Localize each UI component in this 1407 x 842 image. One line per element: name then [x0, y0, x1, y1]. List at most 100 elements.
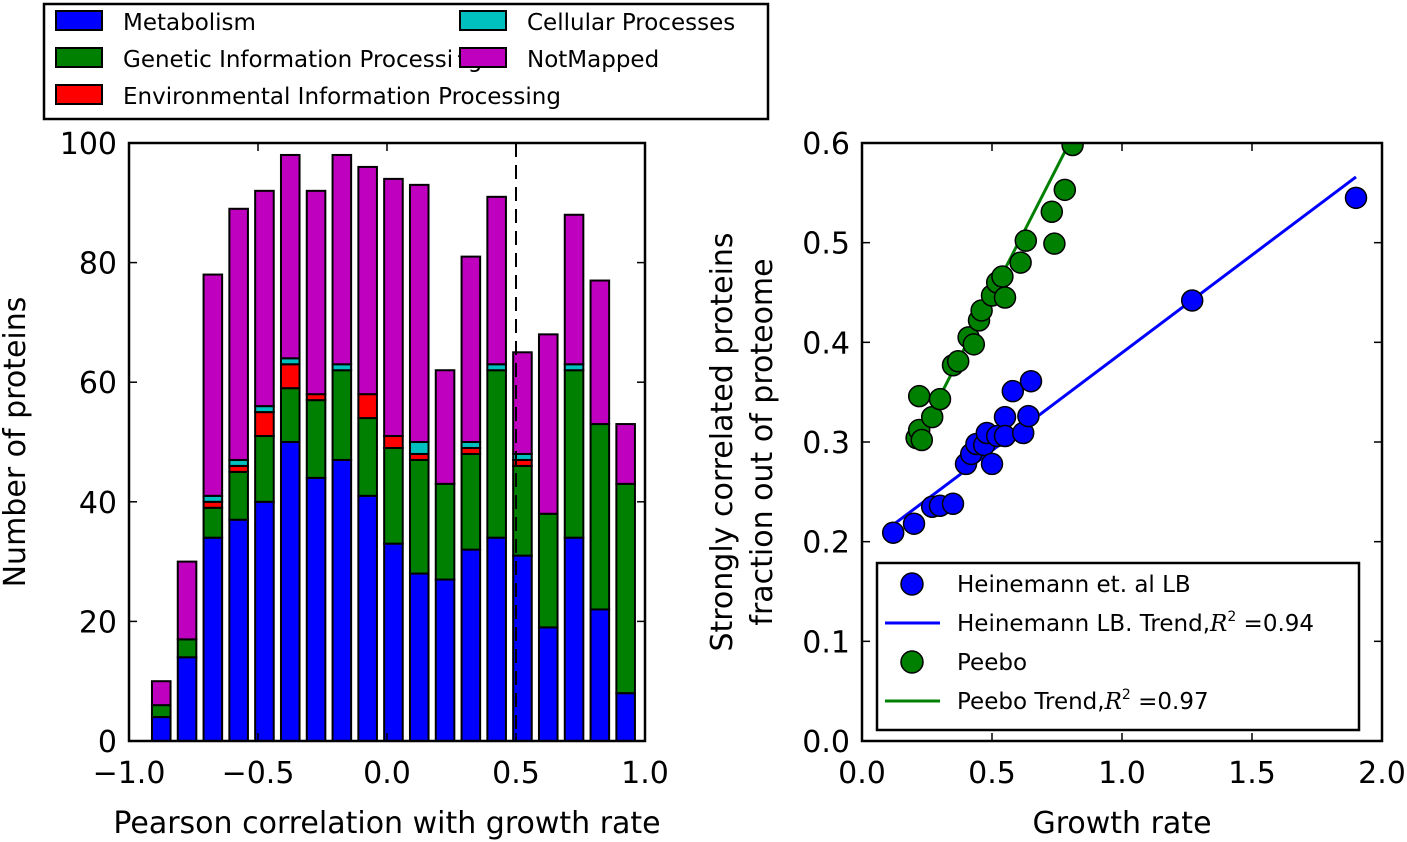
bar-segment	[460, 255, 482, 443]
bar-segment	[460, 452, 482, 551]
bar-segment	[408, 572, 430, 741]
scatter-point	[991, 265, 1014, 288]
legend-swatch	[459, 47, 507, 68]
scatter-points	[881, 143, 1368, 544]
bar-segment	[202, 273, 224, 497]
legend-label: Environmental Information Processing	[123, 84, 561, 110]
bar-segment	[305, 399, 327, 479]
bar-segment	[228, 470, 249, 521]
scatter-point	[1017, 404, 1040, 428]
histogram-panel: −1.0 −0.5 0.0 0.5 1.0 0 20 40 60 80 100 Pearson c…	[0, 127, 669, 841]
scatter-point	[907, 384, 931, 408]
y-tick-label: 100	[60, 127, 117, 162]
x-tick-label: −1.0	[93, 756, 166, 791]
histogram-x-label: Pearson correlation with growth rate	[113, 806, 660, 841]
legend-label: Metabolism	[123, 10, 256, 36]
bar-segment	[589, 423, 611, 611]
legend-label: Cellular Processes	[527, 10, 735, 36]
legend-label: Genetic Information Processing	[123, 47, 482, 73]
bar-segment	[357, 393, 378, 420]
histogram-bars	[150, 153, 636, 741]
bar-segment	[615, 692, 636, 741]
bar-segment	[563, 536, 585, 741]
histogram-x-ticks: −1.0 −0.5 0.0 0.5 1.0	[93, 143, 669, 791]
x-tick-label: −0.5	[222, 756, 295, 791]
bar-segment	[537, 512, 559, 629]
histogram-legend-box	[42, 2, 770, 121]
bar-segment	[331, 153, 353, 366]
legend-label: Heinemann LB. Trend,R2 =0.94	[957, 609, 1314, 637]
bar-segment	[537, 333, 559, 515]
bar-segment	[150, 716, 172, 741]
bar-segment	[254, 435, 275, 503]
bar-segment	[357, 494, 378, 741]
y-tick-label: 0	[98, 725, 117, 760]
scatter-point	[1009, 251, 1032, 274]
y-tick-label: 0.3	[802, 426, 850, 461]
scatter-point	[941, 492, 965, 516]
legend-swatch	[55, 84, 103, 105]
y-tick-label: 0.4	[802, 326, 850, 361]
legend-label: Peebo	[957, 650, 1027, 676]
bar-segment	[383, 542, 404, 741]
scatter-point	[902, 512, 926, 535]
legend-marker	[900, 572, 924, 596]
x-tick-label: 2.0	[1358, 756, 1406, 791]
scatter-point	[881, 521, 905, 544]
bar-segment	[434, 482, 456, 581]
bar-segment	[305, 189, 327, 396]
legend-swatch	[459, 10, 507, 31]
legend-overlap-mask	[452, 44, 458, 72]
scatter-point	[910, 428, 934, 452]
bar-segment	[563, 213, 585, 366]
bar-segment	[254, 189, 275, 408]
scatter-point	[1040, 200, 1064, 224]
bar-segment	[228, 518, 249, 741]
scatter-x-ticks: 0.0 0.5 1.0 1.5 2.0	[838, 143, 1406, 791]
x-tick-label: 0.0	[838, 756, 886, 791]
bar-segment	[202, 536, 224, 741]
bar-segment	[434, 369, 456, 485]
bar-segment	[254, 500, 275, 741]
bar-segment	[279, 153, 301, 360]
scatter-point	[1001, 379, 1025, 403]
scatter-panel: 0.0 0.5 1.0 1.5 2.0 0.0 0.1 0.2 0.3 0.4 0.5 0.6 Gr…	[705, 127, 1406, 841]
scatter-x-label: Growth rate	[1032, 806, 1211, 841]
scatter-point	[946, 350, 970, 373]
bar-segment	[486, 369, 507, 539]
histogram-legend: Metabolism Genetic Information Processing…	[42, 2, 770, 121]
scatter-point	[962, 333, 986, 356]
scatter-point	[1014, 229, 1038, 252]
scatter-legend-box	[875, 561, 1361, 732]
legend-label: Heinemann et. al LB	[957, 572, 1191, 598]
scatter-point	[1344, 186, 1368, 210]
bar-segment	[589, 279, 611, 426]
bar-segment	[408, 458, 430, 575]
legend-swatch	[55, 47, 103, 68]
y-tick-label: 60	[79, 366, 117, 401]
y-tick-label: 0.6	[802, 127, 850, 162]
bar-segment	[305, 476, 327, 741]
x-tick-label: 1.5	[1228, 756, 1276, 791]
y-tick-label: 80	[79, 247, 117, 282]
bar-segment	[202, 506, 224, 539]
bar-segment	[331, 458, 353, 741]
bar-segment	[512, 351, 533, 455]
bar-segment	[279, 441, 301, 741]
bar-segment	[176, 638, 198, 659]
scatter-y-label-line2: fraction out of proteome	[745, 258, 780, 625]
x-tick-label: 1.0	[1098, 756, 1146, 791]
legend-label: Peebo Trend,R2 =0.97	[957, 687, 1209, 715]
scatter-point	[1180, 289, 1204, 312]
x-tick-label: 0.0	[363, 756, 411, 791]
scatter-point	[993, 424, 1017, 448]
scatter-point	[993, 286, 1017, 309]
bar-segment	[228, 207, 249, 461]
legend-marker	[900, 650, 924, 674]
bar-segment	[408, 183, 430, 444]
bar-segment	[615, 482, 636, 695]
y-tick-label: 0.0	[802, 725, 850, 760]
x-tick-label: 0.5	[492, 756, 540, 791]
bar-segment	[279, 387, 301, 443]
